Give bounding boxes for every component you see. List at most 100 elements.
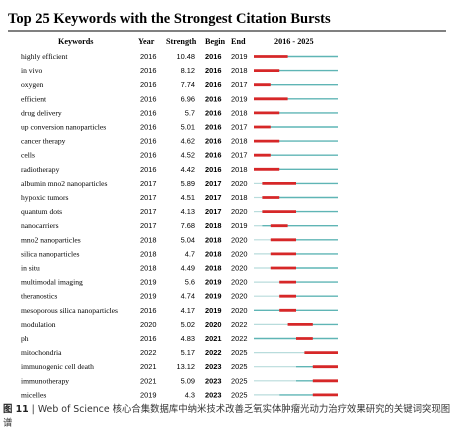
strength-value: 4.13 xyxy=(181,207,195,216)
strength-value: 5.17 xyxy=(181,348,195,357)
strength-value: 4.74 xyxy=(181,292,195,301)
end-value: 2020 xyxy=(231,278,247,287)
end-value: 2018 xyxy=(231,108,247,117)
strength-value: 6.96 xyxy=(181,94,195,103)
header-begin: Begin xyxy=(205,37,225,46)
keyword-label: immunogenic cell death xyxy=(21,362,94,371)
keyword-label: in vivo xyxy=(21,66,43,75)
burst-figure: Top 25 Keywords with the Strongest Citat… xyxy=(8,11,446,399)
year-value: 2018 xyxy=(140,249,156,258)
keyword-label: radiotherapy xyxy=(21,165,60,174)
strength-value: 5.09 xyxy=(181,376,195,385)
year-value: 2019 xyxy=(140,292,156,301)
year-value: 2016 xyxy=(140,66,156,75)
figure-caption: 图 11 | Web of Science 核心合集数据库中纳米技术改善乏氧实体… xyxy=(3,403,455,431)
end-value: 2025 xyxy=(231,362,247,371)
begin-value: 2017 xyxy=(205,207,221,216)
keyword-label: nanocarriers xyxy=(21,221,59,230)
year-value: 2020 xyxy=(140,320,156,329)
end-value: 2025 xyxy=(231,348,247,357)
keyword-label: mitochondria xyxy=(21,348,62,357)
keyword-label: ph xyxy=(21,334,29,343)
strength-value: 5.7 xyxy=(185,108,195,117)
end-value: 2020 xyxy=(231,207,247,216)
year-value: 2017 xyxy=(140,207,156,216)
strength-value: 5.01 xyxy=(181,123,195,132)
begin-value: 2022 xyxy=(205,348,221,357)
header-year: Year xyxy=(138,37,155,46)
year-value: 2021 xyxy=(140,376,156,385)
keyword-label: theranostics xyxy=(21,292,57,301)
strength-value: 4.3 xyxy=(185,390,195,399)
end-value: 2018 xyxy=(231,165,247,174)
keyword-label: modulation xyxy=(21,320,56,329)
header-end: End xyxy=(231,37,246,46)
begin-value: 2018 xyxy=(205,235,221,244)
year-value: 2016 xyxy=(140,306,156,315)
header-strength: Strength xyxy=(166,37,197,46)
year-value: 2016 xyxy=(140,151,156,160)
header-keywords: Keywords xyxy=(58,37,93,46)
caption-text: Web of Science 核心合集数据库中纳米技术改善乏氧实体肿瘤光动力治疗… xyxy=(3,404,451,429)
begin-value: 2016 xyxy=(205,137,221,146)
caption-separator: | xyxy=(31,404,35,415)
year-value: 2019 xyxy=(140,390,156,399)
begin-value: 2023 xyxy=(205,362,221,371)
strength-value: 5.04 xyxy=(181,235,195,244)
chart-title: Top 25 Keywords with the Strongest Citat… xyxy=(8,11,331,27)
keyword-label: quantum dots xyxy=(21,207,62,216)
end-value: 2020 xyxy=(231,179,247,188)
burst-rows: highly efficient 2016 10.48 2016 2019 in vivo… xyxy=(21,52,338,399)
header-timeline: 2016 - 2025 xyxy=(274,37,314,46)
keyword-label: multimodal imaging xyxy=(21,278,83,287)
strength-value: 4.51 xyxy=(181,193,195,202)
strength-value: 5.6 xyxy=(185,278,195,287)
begin-value: 2016 xyxy=(205,66,221,75)
caption-label: 图 11 xyxy=(3,404,29,415)
keyword-label: mno2 nanoparticles xyxy=(21,235,81,244)
begin-value: 2023 xyxy=(205,390,221,399)
year-value: 2017 xyxy=(140,221,156,230)
year-value: 2017 xyxy=(140,179,156,188)
keyword-label: mesoporous silica nanoparticles xyxy=(21,306,118,315)
begin-value: 2017 xyxy=(205,179,221,188)
year-value: 2016 xyxy=(140,52,156,61)
end-value: 2025 xyxy=(231,390,247,399)
end-value: 2022 xyxy=(231,334,247,343)
keyword-label: oxygen xyxy=(21,80,44,89)
end-value: 2022 xyxy=(231,320,247,329)
keyword-label: silica nanoparticles xyxy=(21,249,79,258)
begin-value: 2020 xyxy=(205,320,221,329)
begin-value: 2023 xyxy=(205,376,221,385)
begin-value: 2019 xyxy=(205,292,221,301)
begin-value: 2016 xyxy=(205,52,221,61)
year-value: 2016 xyxy=(140,94,156,103)
strength-value: 4.42 xyxy=(181,165,195,174)
begin-value: 2016 xyxy=(205,151,221,160)
begin-value: 2018 xyxy=(205,221,221,230)
end-value: 2020 xyxy=(231,306,247,315)
column-headers: Keywords Year Strength Begin End 2016 - … xyxy=(58,37,314,46)
begin-value: 2017 xyxy=(205,193,221,202)
begin-value: 2016 xyxy=(205,165,221,174)
end-value: 2019 xyxy=(231,94,247,103)
begin-value: 2018 xyxy=(205,249,221,258)
end-value: 2017 xyxy=(231,123,247,132)
keyword-label: hypoxic tumors xyxy=(21,193,69,202)
year-value: 2016 xyxy=(140,165,156,174)
year-value: 2016 xyxy=(140,334,156,343)
year-value: 2021 xyxy=(140,362,156,371)
strength-value: 5.02 xyxy=(181,320,195,329)
keyword-label: efficient xyxy=(21,94,47,103)
begin-value: 2016 xyxy=(205,108,221,117)
strength-value: 5.89 xyxy=(181,179,195,188)
begin-value: 2019 xyxy=(205,306,221,315)
keyword-label: drug delivery xyxy=(21,108,62,117)
begin-value: 2016 xyxy=(205,123,221,132)
year-value: 2018 xyxy=(140,264,156,273)
year-value: 2017 xyxy=(140,193,156,202)
keyword-label: cancer therapy xyxy=(21,137,66,146)
strength-value: 4.52 xyxy=(181,151,195,160)
end-value: 2025 xyxy=(231,376,247,385)
end-value: 2018 xyxy=(231,66,247,75)
